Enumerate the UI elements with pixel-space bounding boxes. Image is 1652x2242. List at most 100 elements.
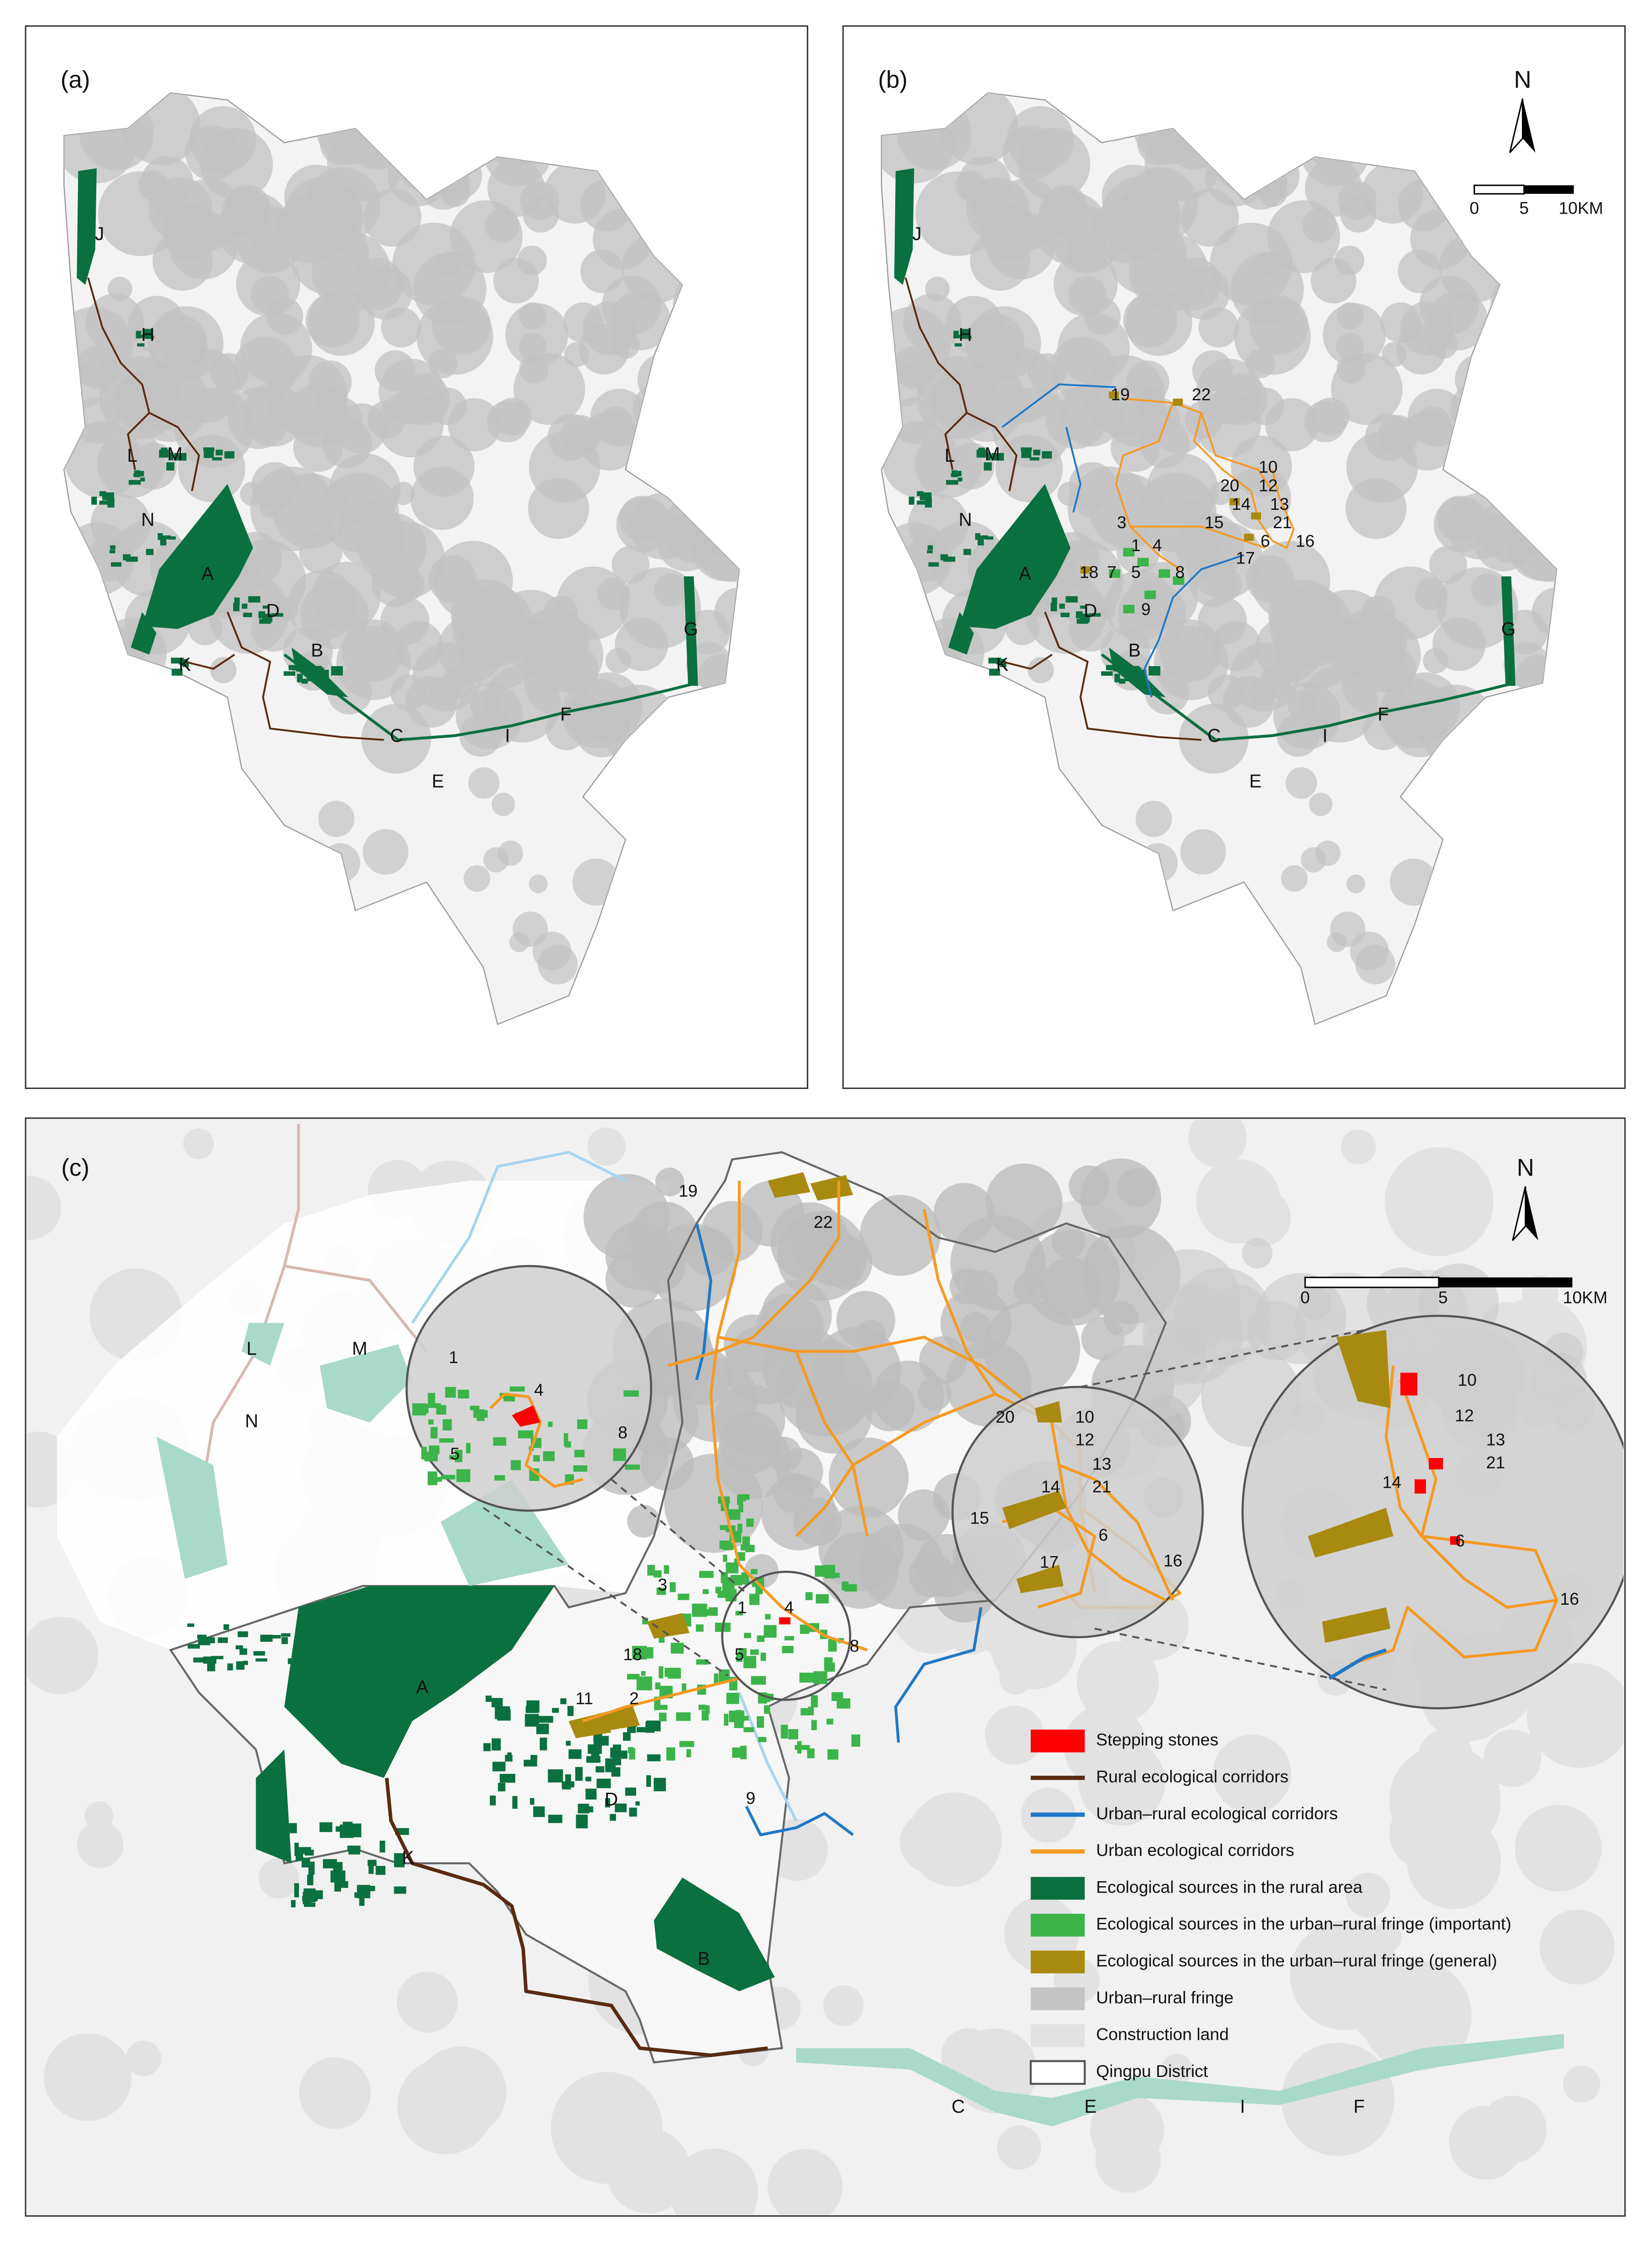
urban-rural-fringe [1196, 359, 1262, 425]
rural-source [99, 500, 109, 505]
urban-ecological-corridor [1058, 1463, 1174, 1601]
rural-source [997, 660, 1005, 664]
construction-land [44, 2033, 132, 2121]
urban-rural-fringe [452, 585, 534, 668]
important-source [705, 1705, 710, 1714]
map-label: 5 [1520, 199, 1529, 218]
important-source [828, 1639, 837, 1652]
important-source [428, 1392, 435, 1404]
rural-source [271, 1635, 281, 1639]
rural-source [552, 1708, 559, 1713]
map-label: (b) [878, 66, 908, 94]
rural-source [683, 576, 698, 686]
urban-rural-corridor [1002, 383, 1116, 428]
urban-rural-fringe [1211, 1285, 1268, 1342]
map-label: 9 [746, 1788, 755, 1807]
rural-source [507, 1752, 512, 1757]
rural-source [131, 612, 157, 655]
zoom-leader [1094, 1628, 1387, 1691]
legend-label: Construction land [1096, 2025, 1229, 2044]
rural-source [271, 613, 283, 617]
rural-source [301, 1857, 310, 1868]
rural-source [307, 1874, 314, 1885]
rural-source [137, 343, 145, 347]
rural-source [984, 462, 992, 471]
important-source [429, 1445, 440, 1454]
urban-rural-fringe [616, 497, 672, 552]
rural-source [645, 1721, 655, 1733]
map-label: 4 [784, 1598, 794, 1617]
rural-source [253, 1651, 265, 1656]
map-label: 15 [970, 1508, 989, 1527]
important-source [510, 1386, 525, 1392]
urban-rural-fringe [1027, 657, 1054, 684]
rural-source-outside [156, 1436, 228, 1579]
urban-rural-fringe [371, 558, 420, 607]
rural-source [989, 668, 1000, 676]
urban-ecological-corridor [795, 1392, 996, 1537]
urban-rural-fringe [491, 792, 515, 816]
important-source [781, 1724, 788, 1739]
important-source [750, 1649, 759, 1655]
map-label: K [179, 654, 191, 675]
zoom-leader [611, 1479, 747, 1594]
map-c [27, 1119, 1624, 2215]
rural-source [613, 1744, 622, 1753]
important-source [653, 1570, 662, 1578]
urban-rural-fringe [169, 210, 238, 280]
zoom-circle [721, 1570, 852, 1701]
rural-source [1060, 613, 1070, 618]
rural-source [548, 1769, 563, 1783]
rural-source-outside [441, 1479, 569, 1586]
urban-rural-fringe [519, 353, 549, 384]
important-source [732, 1531, 741, 1543]
rural-source [297, 674, 303, 683]
construction-land [997, 2125, 1041, 2170]
important-source [1123, 548, 1135, 557]
map-label: 2 [629, 1689, 639, 1708]
urban-rural-fringe [836, 1291, 895, 1350]
important-source [655, 1682, 661, 1690]
construction-land [1361, 1960, 1472, 2071]
urban-rural-fringe [773, 1472, 814, 1513]
map-label: A [201, 563, 214, 584]
legend-swatch [1030, 1729, 1085, 1753]
rural-source [575, 1767, 583, 1781]
rural-source [491, 1698, 503, 1707]
urban-rural-fringe [1423, 648, 1448, 674]
rural-source [610, 1814, 616, 1821]
important-source [511, 1460, 521, 1470]
important-source [669, 1582, 676, 1592]
rural-source [647, 1754, 661, 1762]
rural-source [359, 1898, 365, 1906]
rural-source [179, 660, 187, 664]
important-source [799, 1673, 814, 1683]
map-label: 12 [1075, 1430, 1094, 1449]
urban-rural-fringe [1007, 106, 1074, 173]
rural-source [500, 1773, 516, 1783]
important-source [456, 1469, 470, 1482]
urban-rural-fringe [552, 646, 599, 693]
construction-land [985, 1706, 1044, 1765]
construction-land [1212, 1734, 1291, 1813]
urban-rural-fringe [468, 767, 500, 799]
construction-land [27, 1175, 61, 1240]
urban-rural-fringe [76, 346, 119, 389]
urban-rural-fringe [1302, 208, 1337, 243]
important-source [533, 1455, 540, 1462]
rural-corridor [904, 277, 1018, 491]
urban-rural-fringe [605, 1221, 674, 1290]
rural-source [159, 449, 169, 458]
important-source [800, 1624, 809, 1634]
important-source [735, 1611, 743, 1616]
important-source [720, 1525, 729, 1530]
important-source [1158, 569, 1170, 578]
rural-source [1079, 613, 1090, 622]
rural-source [288, 665, 298, 670]
urban-rural-fringe [363, 829, 409, 875]
urban-rural-fringe [1180, 829, 1226, 875]
map-label: 5 [1131, 563, 1141, 582]
construction-land [396, 1971, 458, 2033]
rural-source [1080, 605, 1087, 609]
map-label: H [958, 324, 972, 345]
